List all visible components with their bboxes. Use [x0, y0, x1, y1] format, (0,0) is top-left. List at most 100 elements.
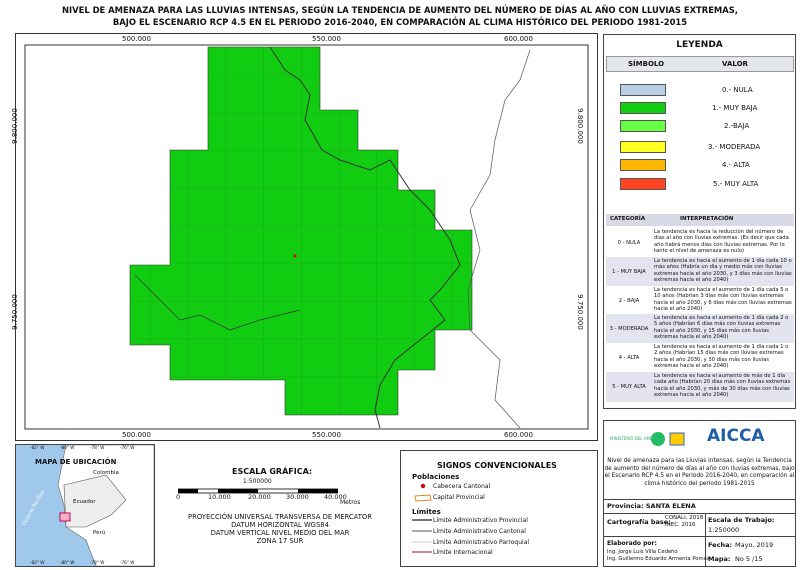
- interp-header: [606, 214, 794, 226]
- location-land: [57, 445, 154, 566]
- description: Nivel de amenaza para las Lluvias intens…: [604, 458, 795, 487]
- country: Perú: [93, 530, 106, 536]
- scale-tick: 0: [176, 493, 181, 501]
- legend-item: 5.- MUY ALTA: [713, 180, 759, 188]
- signs-panel: [400, 450, 598, 567]
- location-title: MAPA DE UBICACIÓN: [35, 458, 117, 466]
- x-coord: 600.000: [504, 35, 533, 43]
- interp-row: 2 - BAJA La tendencia es hacia el aumento…: [606, 286, 794, 316]
- legend-item: 1.- MUY BAJA: [712, 104, 758, 112]
- projection-line: ZONA 17 SUR: [256, 537, 304, 545]
- projection-line: PROYECCIÓN UNIVERSAL TRANSVERSA DE MERCA…: [188, 513, 372, 521]
- map-label: Mapa:: [708, 555, 731, 563]
- interp-text: La tendencia es hacia el aumento de 1 dí…: [654, 315, 789, 341]
- legend-swatch: [620, 159, 666, 171]
- cantonal-limit: [467, 49, 531, 429]
- legend-header-text: VALOR: [722, 60, 748, 68]
- interp-category: 5 - MUY ALTA: [612, 383, 646, 390]
- sign-item: Límite Administrativo Parroquial: [433, 539, 530, 546]
- lon-label: -82° W: [30, 445, 45, 450]
- scale-ratio: 1:500000: [243, 478, 272, 485]
- scale-value: 1:250000: [708, 526, 740, 534]
- legend-swatch: [620, 178, 666, 190]
- lon-label: -78° W: [90, 560, 105, 565]
- x-coord: 600.000: [504, 431, 533, 439]
- interp-text: La tendencia es hacia el aumento de 1 dí…: [654, 287, 792, 313]
- lon-label: -78° W: [90, 445, 105, 450]
- sign-item: Capital Provincial: [433, 494, 485, 501]
- legend-swatch: [620, 84, 666, 96]
- legend-item: 4.- ALTA: [722, 161, 750, 169]
- country: Colombia: [93, 470, 119, 476]
- scale-tick: 10.000: [208, 493, 231, 501]
- map-inner-frame: [24, 44, 589, 430]
- interp-row: 1 - MUY BAJA La tendencia es hacia el aum…: [606, 257, 794, 287]
- interp-row: 4 - ALTA La tendencia es hacia el aumento…: [606, 343, 794, 373]
- logo: AICCA: [707, 426, 765, 446]
- author: Ing. Jorge Luis Villa Cedeño: [607, 549, 678, 555]
- title: NIVEL DE AMENAZA PARA LAS LLUVIAS INTENS…: [0, 4, 800, 28]
- scale-title: ESCALA GRÁFICA:: [232, 467, 313, 476]
- legend-item: 3.- MODERADA: [708, 143, 761, 151]
- signs-section: Límites: [412, 508, 441, 516]
- country: Ecuador: [73, 499, 96, 505]
- interp-category: 0 - NULA: [617, 239, 641, 246]
- base-label: Cartografía base:: [607, 518, 671, 526]
- legend-item: 2.-BAJA: [724, 122, 750, 130]
- provincial-limit: [269, 46, 461, 429]
- sign-item: Límite Internacional: [433, 549, 493, 556]
- interp-row: 0 - NULA La tendencia es hacia la reducci…: [606, 228, 794, 258]
- projection-line: DATUM HORIZONTAL WGS84: [231, 521, 329, 529]
- province: Provincia: SANTA ELENA: [607, 502, 696, 510]
- interp-category: 3 - MODERADA: [609, 325, 649, 332]
- date-value: Mayo, 2019: [735, 541, 774, 549]
- y-coord: 9.800.000: [10, 108, 19, 144]
- interp-text: La tendencia es hacia el aumento de 1 dí…: [654, 344, 789, 370]
- limit-symbols: [412, 519, 432, 553]
- lon-label: -80° W: [60, 445, 75, 450]
- y-coord: 9.750.000: [10, 294, 19, 330]
- legend-header: [606, 56, 794, 72]
- title-line: BAJO EL ESCENARIO RCP 4.5 EN EL PERIODO …: [112, 17, 688, 27]
- projection: PROYECCIÓN UNIVERSAL TRANSVERSA DE MERCA…: [160, 513, 400, 545]
- scale-tick: 40.000: [324, 493, 347, 501]
- base-value: CONALI, 2018 INEC. 2016: [665, 515, 704, 528]
- sign-item: Límite Administrativo Provincial: [433, 517, 528, 524]
- legend-swatch: [620, 120, 666, 132]
- legend-header-text: SÍMBOLO: [628, 60, 665, 68]
- town: [293, 254, 297, 258]
- author-label: Elaborado por:: [607, 540, 657, 547]
- scale-tick: 20.000: [248, 493, 271, 501]
- y-coord: 9.800.000: [575, 108, 584, 144]
- x-coord: 550.000: [312, 35, 341, 43]
- coastline: [134, 274, 301, 331]
- sign-item: Cabecera Cantonal: [433, 483, 491, 490]
- population-symbols: [414, 483, 432, 502]
- lon-label: -76° W: [120, 560, 135, 565]
- interp-header-text: CATEGORÍA: [610, 216, 646, 222]
- interp-header-text: INTERPRETACIÓN: [680, 216, 734, 222]
- scale-tick: 30.000: [286, 493, 309, 501]
- interp-category: 1 - MUY BAJA: [612, 268, 646, 275]
- y-coord: 9.750.000: [575, 294, 584, 330]
- map-value: No 5 /15: [735, 555, 763, 563]
- info-panel: [603, 420, 796, 567]
- x-coord: 500.000: [122, 35, 151, 43]
- legend-swatch: [620, 141, 666, 153]
- interp-text: La tendencia es hacia el aumento de 1 dí…: [654, 258, 792, 284]
- author: Ing. Guillermo Eduardo Armenta Pomas: [607, 556, 710, 562]
- projection-line: DATUM VERTICAL NIVEL MEDIO DEL MAR: [210, 529, 350, 537]
- interp-category: 4 - ALTA: [618, 354, 640, 361]
- signs-title: SIGNOS CONVENCIONALES: [437, 461, 557, 470]
- scale-bar: [178, 488, 338, 494]
- legend-swatch: [620, 102, 666, 114]
- interp-row: 5 - MUY ALTA La tendencia es hacia el aum…: [606, 372, 794, 402]
- interp-text: La tendencia es hacia el aumento de más …: [654, 373, 791, 399]
- signs-section: Poblaciones: [412, 473, 460, 481]
- scale-unit: Metros: [340, 499, 361, 506]
- legend-item: 0.- NULA: [722, 86, 753, 94]
- lon-label: -80° W: [60, 560, 75, 565]
- ministry: MINISTERIO DEL AMBIENTE: [610, 436, 665, 441]
- x-coord: 500.000: [122, 431, 151, 439]
